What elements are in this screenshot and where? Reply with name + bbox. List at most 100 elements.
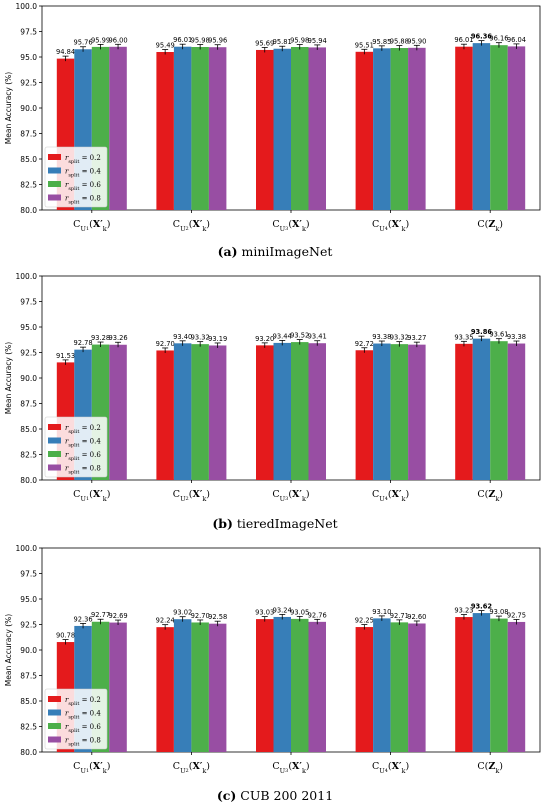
bar-s0-c1 xyxy=(156,350,174,480)
x-tick-label-0: CU1(X′k) xyxy=(73,489,110,503)
bar-s2-c1 xyxy=(191,344,209,480)
value-label-s1-c2: 95.81 xyxy=(273,38,292,46)
bar-s2-c3 xyxy=(390,344,409,480)
bar-s0-c3 xyxy=(355,51,374,210)
legend-swatch-0 xyxy=(48,424,61,430)
y-tick-label-1: 82.5 xyxy=(20,181,37,190)
value-label-s1-c3: 93.10 xyxy=(372,608,391,616)
legend-label-3: rsplit = 0.8 xyxy=(65,465,101,476)
value-label-s2-c1: 92.70 xyxy=(191,612,210,620)
chart-cub-200-2011: 80.0 82.5 85.0 87.5 90.0 92.5 95.0 97.5 100.0 Mea… xyxy=(4,544,541,775)
legend-swatch-3 xyxy=(48,464,61,471)
y-tick-label-2: 85.0 xyxy=(20,697,37,706)
legend-label-3: rsplit = 0.8 xyxy=(65,195,101,206)
x-tick-label-4: C(Zk) xyxy=(477,489,503,503)
caption-a-letter: (a) xyxy=(217,244,238,259)
value-label-s2-c1: 95.98 xyxy=(191,37,210,45)
value-label-s0-c2: 93.03 xyxy=(255,609,274,617)
value-label-s1-c1: 96.01 xyxy=(173,36,192,44)
bar-s1-c1 xyxy=(173,619,192,752)
bar-s0-c3 xyxy=(355,627,374,752)
bar-s2-c2 xyxy=(291,342,309,480)
bar-s3-c4 xyxy=(507,46,526,210)
value-label-s3-c3: 93.27 xyxy=(407,334,426,342)
caption-a: (a) miniImageNet xyxy=(0,244,550,259)
value-label-s3-c3: 95.90 xyxy=(407,37,426,45)
bar-s2-c2 xyxy=(291,618,309,752)
y-tick-label-8: 100.0 xyxy=(16,544,38,553)
y-tick-label-4: 90.0 xyxy=(20,646,37,655)
value-label-s2-c3: 92.71 xyxy=(390,612,409,620)
y-tick-label-5: 92.5 xyxy=(20,79,37,88)
bar-s3-c4 xyxy=(507,621,526,752)
value-label-s0-c4: 93.23 xyxy=(454,607,473,615)
caption-c-text: CUB 200 2011 xyxy=(240,788,334,803)
legend-label-0: rsplit = 0.2 xyxy=(65,696,101,707)
value-label-s0-c1: 92.24 xyxy=(156,617,175,625)
legend-label-2: rsplit = 0.6 xyxy=(65,451,101,462)
value-label-s0-c1: 92.70 xyxy=(156,340,175,348)
value-label-s1-c2: 93.24 xyxy=(273,606,292,614)
legend-label-2: rsplit = 0.6 xyxy=(65,181,101,192)
value-label-s3-c2: 93.41 xyxy=(308,333,327,341)
bar-s0-c4 xyxy=(455,343,473,480)
bar-s2-c4 xyxy=(490,341,508,480)
y-tick-label-0: 80.0 xyxy=(20,206,37,215)
caption-b: (b) tieredImageNet xyxy=(0,516,550,531)
y-tick-label-2: 85.0 xyxy=(20,425,37,434)
bar-s2-c4 xyxy=(490,618,508,752)
bar-s2-c1 xyxy=(191,622,209,752)
bar-s3-c1 xyxy=(208,623,227,752)
bar-s3-c3 xyxy=(408,344,426,480)
y-tick-label-3: 87.5 xyxy=(20,130,37,139)
caption-b-letter: (b) xyxy=(212,516,233,531)
bar-s1-c4 xyxy=(472,338,491,480)
y-tick-label-3: 87.5 xyxy=(20,400,37,409)
value-label-s3-c1: 92.58 xyxy=(208,613,227,621)
y-tick-label-5: 92.5 xyxy=(20,349,37,358)
legend-label-0: rsplit = 0.2 xyxy=(65,424,101,435)
value-label-s2-c2: 93.52 xyxy=(290,332,309,340)
x-tick-label-2: CU3(X′k) xyxy=(272,219,309,233)
caption-a-text: miniImageNet xyxy=(241,244,333,259)
bar-s0-c2 xyxy=(256,345,274,480)
y-tick-label-1: 82.5 xyxy=(20,451,37,460)
y-axis-label: Mean Accuracy (%) xyxy=(4,342,13,414)
chart-tiered-imagenet: 80.0 82.5 85.0 87.5 90.0 92.5 95.0 97.5 100.0 Mea… xyxy=(4,272,541,503)
value-label-s0-c3: 95.51 xyxy=(355,41,374,49)
value-label-s2-c0: 95.99 xyxy=(91,36,110,44)
y-tick-label-8: 100.0 xyxy=(16,2,38,11)
value-label-s1-c4: 96.36 xyxy=(471,33,492,41)
x-tick-label-1: CU2(X′k) xyxy=(173,761,210,775)
y-tick-label-3: 87.5 xyxy=(20,672,37,681)
bar-s2-c1 xyxy=(191,47,209,211)
chart-mini-imagenet: 80.0 82.5 85.0 87.5 90.0 92.5 95.0 97.5 100.0 Mea… xyxy=(4,2,541,233)
value-label-s1-c3: 93.38 xyxy=(372,333,391,341)
bar-s1-c1 xyxy=(173,343,192,480)
value-label-s3-c4: 96.04 xyxy=(507,36,526,44)
bar-s3-c0 xyxy=(109,46,127,210)
value-label-s0-c4: 93.35 xyxy=(454,333,473,341)
value-label-s0-c2: 93.20 xyxy=(255,335,274,343)
y-tick-label-6: 95.0 xyxy=(20,323,37,332)
value-label-s1-c0: 92.36 xyxy=(73,615,92,623)
legend-label-1: rsplit = 0.4 xyxy=(65,168,101,179)
value-label-s2-c0: 93.28 xyxy=(91,334,110,342)
value-label-s2-c0: 92.77 xyxy=(91,611,110,619)
value-label-s2-c1: 93.32 xyxy=(191,334,210,342)
x-tick-label-2: CU3(X′k) xyxy=(272,489,309,503)
panel-a: 80.0 82.5 85.0 87.5 90.0 92.5 95.0 97.5 100.0 Mea… xyxy=(0,0,550,240)
value-label-s3-c1: 95.96 xyxy=(208,37,227,45)
bar-s0-c4 xyxy=(455,46,473,210)
y-tick-label-7: 97.5 xyxy=(20,570,37,579)
bar-s3-c2 xyxy=(308,47,326,210)
legend-swatch-1 xyxy=(48,167,61,174)
legend-label-1: rsplit = 0.4 xyxy=(65,710,101,721)
value-label-s3-c4: 92.75 xyxy=(507,611,526,619)
bar-s1-c3 xyxy=(373,48,391,210)
y-tick-label-6: 95.0 xyxy=(20,53,37,62)
value-label-s0-c1: 95.49 xyxy=(156,42,175,50)
legend-label-2: rsplit = 0.6 xyxy=(65,723,101,734)
x-tick-label-0: CU1(X′k) xyxy=(73,761,110,775)
x-tick-label-4: C(Zk) xyxy=(477,761,503,775)
